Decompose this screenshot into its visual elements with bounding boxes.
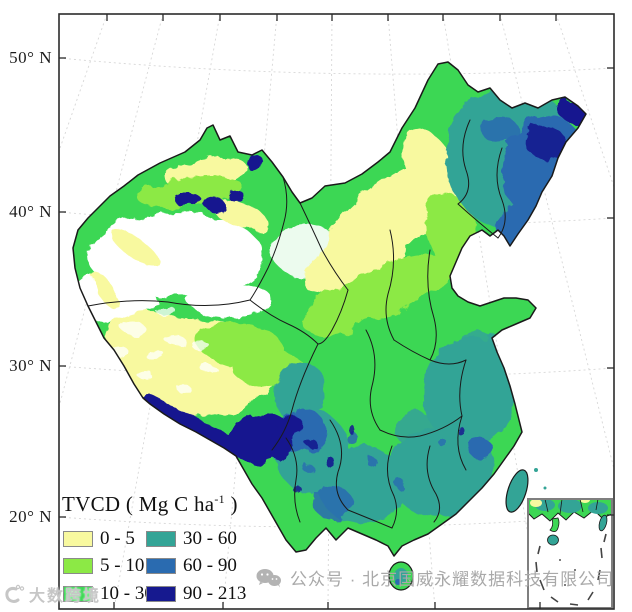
axis-ticks [59,14,614,609]
y-axis-label-50n: 50° N [9,48,52,67]
wechat-icon [256,568,281,587]
legend-swatch [146,531,176,547]
province-boundaries [87,119,506,529]
nine-dash-line [535,533,607,606]
legend-label: 5 - 10 [100,555,145,576]
south-china-sea-inset [527,498,613,609]
map-legend: TVCD ( Mg C ha-1 ) 0 - 5 5 - 10 10 - 30 … [62,492,246,604]
hainan-island [388,561,414,591]
y-axis-label-20n: 20° N [9,507,52,526]
china-outline [72,61,587,557]
legend-swatch [63,558,93,574]
brand-logo-icon [5,584,25,603]
legend-label: 10 - 30 [100,583,154,604]
legend-label: 90 - 213 [183,583,247,604]
axes-frame [58,13,615,610]
coastal-islets [534,468,547,490]
legend-swatch [146,558,176,574]
plateau-white-speckles [111,305,218,394]
taiwan-island [505,469,529,513]
legend-title: TVCD ( Mg C ha-1 ) [62,492,238,516]
y-axis-label-40n: 40° N [9,202,52,221]
watermark-center-text: 公众号 · 北京国威永耀数据科技有限公司 [290,570,615,589]
legend-swatch [63,586,93,602]
legend-item-5-10: 5 - 10 [63,555,144,577]
legend-item-0-5: 0 - 5 [63,528,135,550]
watermark-left: 大数跨境 [2,582,101,606]
legend-item-90-213: 90 - 213 [146,583,246,605]
watermark-left-text: 大数跨境 [29,588,102,605]
legend-item-60-90: 60 - 90 [146,555,237,577]
legend-swatch [146,586,176,602]
legend-label: 60 - 90 [183,555,237,576]
legend-label: 0 - 5 [100,528,135,549]
legend-item-10-30: 10 - 30 [63,583,154,605]
himalaya-navy-band [140,394,300,458]
y-axis-label-30n: 30° N [9,356,52,375]
legend-item-30-60: 30 - 60 [146,528,237,550]
legend-swatch [63,531,93,547]
legend-label: 30 - 60 [183,528,237,549]
watermark-center: 公众号 · 北京国威永耀数据科技有限公司 [256,565,614,590]
tvcd-raster-layer [73,62,586,556]
